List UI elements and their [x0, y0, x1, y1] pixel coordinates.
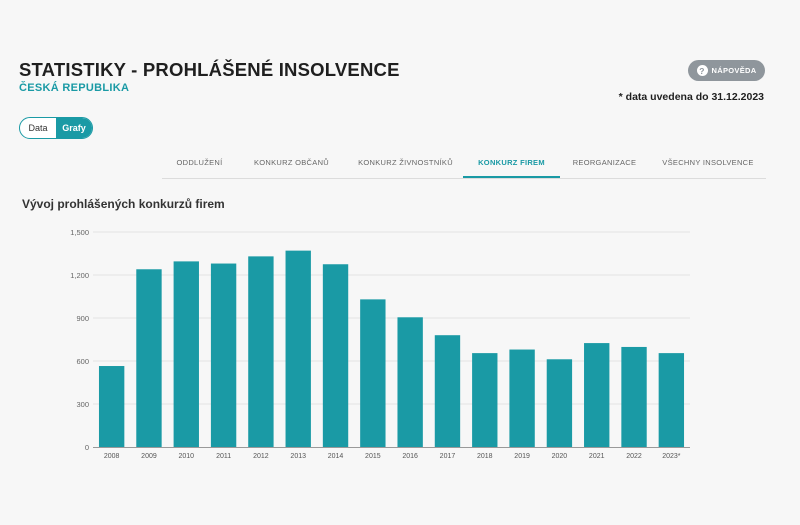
x-tick-label: 2012	[253, 453, 269, 460]
bar-2017	[434, 335, 461, 447]
x-tick-label: 2022	[626, 453, 642, 460]
y-tick-label: 1,200	[70, 271, 89, 280]
category-tabs: ODDLUŽENÍ KONKURZ OBČANŮ KONKURZ ŽIVNOST…	[162, 152, 766, 179]
chart-title: Vývoj prohlášených konkurzů firem	[22, 197, 225, 211]
y-tick-label: 0	[85, 443, 89, 452]
y-tick-label: 1,500	[70, 228, 89, 237]
bar-2023	[658, 353, 685, 447]
data-date-note: * data uvedena do 31.12.2023	[618, 91, 764, 103]
tab-reorganizace[interactable]: REORGANIZACE	[572, 158, 637, 167]
bar-2018	[472, 353, 498, 447]
x-tick-label: 2008	[104, 453, 120, 460]
page-subtitle: ČESKÁ REPUBLIKA	[19, 82, 130, 94]
x-tick-label: 2018	[477, 453, 493, 460]
bar-2020	[546, 359, 573, 447]
tab-oddluzeni[interactable]: ODDLUŽENÍ	[176, 158, 223, 167]
question-icon: ?	[696, 65, 708, 76]
bar-2021	[584, 343, 610, 447]
bar-2008	[98, 366, 125, 447]
x-tick-label: 2021	[589, 453, 605, 460]
bar-2013	[285, 250, 311, 447]
bar-2011	[210, 263, 237, 447]
x-tick-label: 2009	[141, 453, 157, 460]
x-tick-label: 2015	[365, 453, 381, 460]
tab-konkurz-firem[interactable]: KONKURZ FIREM	[463, 152, 560, 178]
view-toggle[interactable]: Data Grafy	[19, 117, 93, 139]
x-tick-label: 2013	[290, 453, 306, 460]
bar-chart: 0 300 600 900 1,200 1,500 2008 2009 2010 2011 2012…	[70, 228, 690, 460]
bar-2022	[621, 346, 647, 447]
bar-2016	[397, 317, 423, 447]
tab-konkurz-zivnostniku[interactable]: KONKURZ ŽIVNOSTNÍKŮ	[358, 158, 453, 167]
x-tick-label: 2011	[216, 453, 231, 460]
x-tick-label: 2017	[440, 453, 456, 460]
x-tick-label: 2010	[178, 453, 194, 460]
page-title: STATISTIKY - PROHLÁŠENÉ INSOLVENCE	[19, 59, 400, 80]
x-tick-label: 2019	[514, 453, 530, 460]
bar-2012	[248, 256, 274, 447]
x-tick-label: 2016	[402, 453, 418, 460]
bar-2009	[136, 269, 162, 447]
x-tick-label: 2020	[552, 453, 568, 460]
help-button[interactable]: ? NÁPOVĚDA	[688, 60, 765, 81]
bar-2014	[322, 264, 349, 447]
bar-2010	[173, 261, 199, 447]
toggle-data-option[interactable]: Data	[28, 123, 48, 133]
help-button-label: NÁPOVĚDA	[711, 66, 757, 75]
bar-2019	[509, 349, 535, 447]
y-tick-label: 600	[76, 357, 89, 366]
toggle-graphs-option[interactable]: Grafy	[56, 118, 92, 138]
y-tick-label: 900	[76, 314, 89, 323]
y-tick-label: 300	[76, 400, 89, 409]
tab-vsechny-insolvence[interactable]: VŠECHNY INSOLVENCE	[662, 158, 754, 167]
x-tick-label: 2023*	[662, 453, 681, 460]
x-tick-label: 2014	[328, 453, 344, 460]
tab-konkurz-obcanu[interactable]: KONKURZ OBČANŮ	[253, 158, 330, 167]
bar-2015	[360, 299, 386, 447]
